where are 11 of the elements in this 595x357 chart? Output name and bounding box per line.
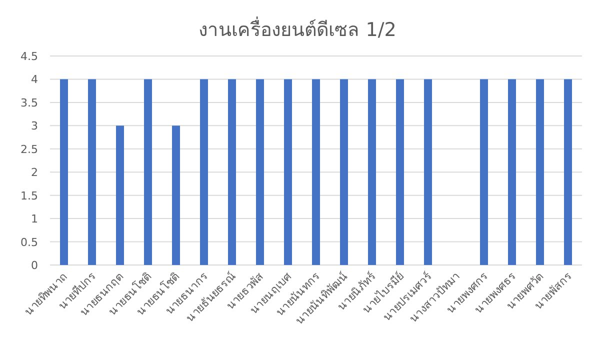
y-tick-label: 2 [31,166,38,180]
y-tick-label: 0 [31,259,38,272]
y-tick-label: 4 [31,73,38,86]
y-tick-label: 1.5 [20,189,38,202]
y-tick-label: 2.5 [20,142,38,156]
y-tick-label: 1 [31,212,38,226]
y-tick-label: 3.5 [20,96,38,110]
chart-title: งานเครื่องยนต์ดีเซล 1/2 [198,16,396,41]
y-tick-label: 3 [31,120,38,133]
y-tick-label: 0.5 [20,236,38,249]
y-tick-label: 4.5 [20,50,38,63]
